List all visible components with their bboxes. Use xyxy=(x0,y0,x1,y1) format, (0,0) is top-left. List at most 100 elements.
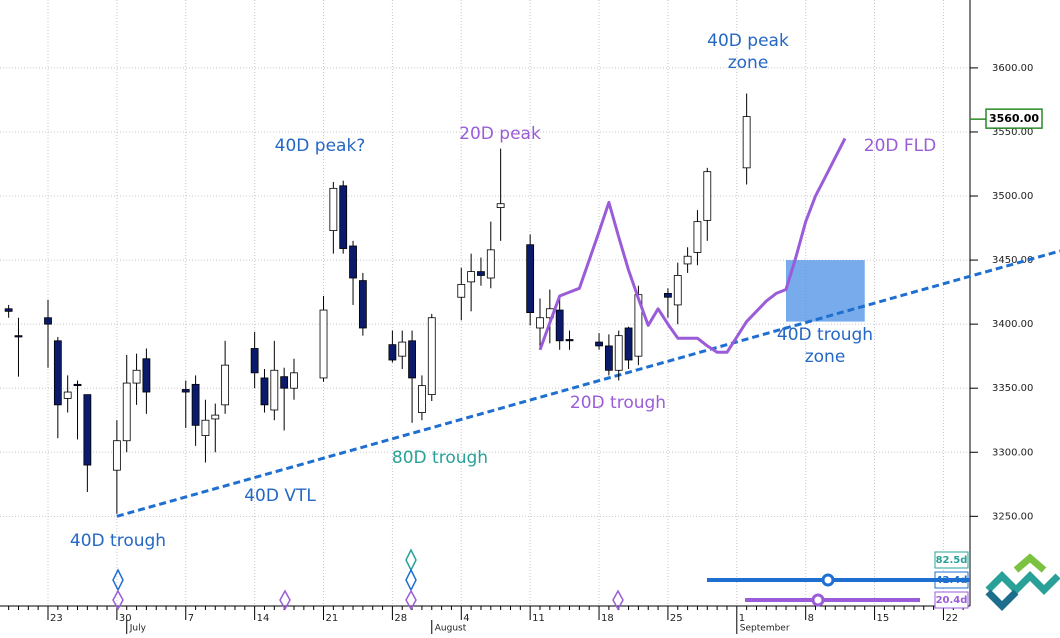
candle-body xyxy=(477,271,485,276)
x-tick-label: 28 xyxy=(394,613,407,624)
trough-markers xyxy=(112,548,624,611)
annotation: 20D FLD xyxy=(864,136,936,156)
x-tick-label: 14 xyxy=(257,613,270,624)
x-tick-label: 18 xyxy=(601,613,614,624)
candle-body xyxy=(673,275,682,306)
candle-body xyxy=(457,284,466,298)
candle-body xyxy=(132,369,141,384)
candle-body xyxy=(693,221,702,253)
marker xyxy=(112,589,124,611)
candle-body xyxy=(398,341,407,357)
annotation: 20D trough xyxy=(570,393,666,413)
cycle-dot xyxy=(811,593,825,607)
fld-line xyxy=(538,137,847,354)
candle-body xyxy=(742,116,751,169)
x-tick-label: 4 xyxy=(463,613,469,624)
y-tick-label: 3350.00 xyxy=(992,383,1033,394)
annotation: 20D peak xyxy=(459,124,541,144)
x-tick-label: 8 xyxy=(808,613,814,624)
candle-body xyxy=(388,344,397,361)
candle-body xyxy=(290,372,298,389)
x-tick-label: 7 xyxy=(188,613,194,624)
candle-body xyxy=(664,292,672,298)
marker xyxy=(405,589,417,611)
candle-body xyxy=(112,440,121,471)
candle-body xyxy=(703,171,712,221)
last-price-label: 3560.00 xyxy=(989,112,1039,125)
logo xyxy=(985,553,1060,611)
candle-body xyxy=(191,383,200,426)
candle-body xyxy=(349,245,357,279)
candle-body xyxy=(467,271,476,283)
candle-body xyxy=(624,327,633,361)
candle-body xyxy=(565,339,574,342)
x-tick-label: 25 xyxy=(670,613,683,624)
marker xyxy=(612,589,624,611)
annotation: zone xyxy=(728,53,769,73)
vtl-line xyxy=(116,249,1060,518)
candle-body xyxy=(142,358,151,393)
annotation: 40D VTL xyxy=(244,486,316,506)
candle-body xyxy=(339,185,348,249)
cycle-label: 82.5d xyxy=(936,555,968,566)
trough-zone xyxy=(786,260,865,322)
y-tick-label: 3500.00 xyxy=(992,191,1033,202)
annotation: 40D peak xyxy=(707,31,789,51)
x-tick-label: 1 xyxy=(739,613,745,624)
x-tick-label: 11 xyxy=(532,613,545,624)
candle-body xyxy=(4,308,13,312)
candle-body xyxy=(604,345,613,371)
last-price-box xyxy=(985,108,1043,129)
marker xyxy=(279,589,291,611)
candle-body xyxy=(358,280,367,329)
candle-body xyxy=(63,391,72,399)
month-label: September xyxy=(740,624,790,634)
candle-body xyxy=(536,317,544,329)
candle-body xyxy=(319,309,328,379)
candle-body xyxy=(201,419,210,437)
x-tick-label: 30 xyxy=(119,613,132,624)
cycle-label-box xyxy=(934,551,969,569)
candle-body xyxy=(44,317,52,325)
y-tick-label: 3300.00 xyxy=(992,447,1033,458)
x-tick-label: 22 xyxy=(945,613,958,624)
annotation: 80D trough xyxy=(392,448,488,468)
y-tick-label: 3550.00 xyxy=(992,127,1033,138)
candle-body xyxy=(221,364,230,406)
x-tick-label: 23 xyxy=(50,613,63,624)
y-tick-label: 3250.00 xyxy=(992,511,1033,522)
x-tick-label: 21 xyxy=(326,613,339,624)
candle-body xyxy=(526,244,535,314)
candle-body xyxy=(418,385,426,413)
candle-body xyxy=(270,369,279,411)
cycle-label-box xyxy=(934,591,969,609)
candle-body xyxy=(122,382,131,442)
candle-body xyxy=(73,383,82,387)
candle-body xyxy=(555,309,564,342)
y-tick-label: 3600.00 xyxy=(992,63,1033,74)
month-label: July xyxy=(129,624,147,634)
candle-body xyxy=(211,414,220,420)
candle-body xyxy=(14,335,23,338)
annotation: 40D peak? xyxy=(275,136,366,156)
y-tick-label: 3450.00 xyxy=(992,255,1033,266)
y-tick-label: 3400.00 xyxy=(992,319,1033,330)
x-tick-label: 15 xyxy=(877,613,890,624)
candle-body xyxy=(329,187,338,232)
candle-body xyxy=(486,249,495,279)
candle-body xyxy=(683,255,692,265)
candle-body xyxy=(280,376,289,389)
cycle-label: 20.4d xyxy=(936,595,968,606)
candle-body xyxy=(595,341,603,347)
candle-body xyxy=(83,394,92,466)
candle-body xyxy=(250,348,259,374)
month-label: August xyxy=(435,624,467,634)
annotation: zone xyxy=(805,347,846,367)
candle-body xyxy=(260,377,269,406)
candle-body xyxy=(181,389,190,393)
candle-body xyxy=(496,203,505,208)
candle-body xyxy=(427,317,436,396)
candle-body xyxy=(53,340,62,406)
